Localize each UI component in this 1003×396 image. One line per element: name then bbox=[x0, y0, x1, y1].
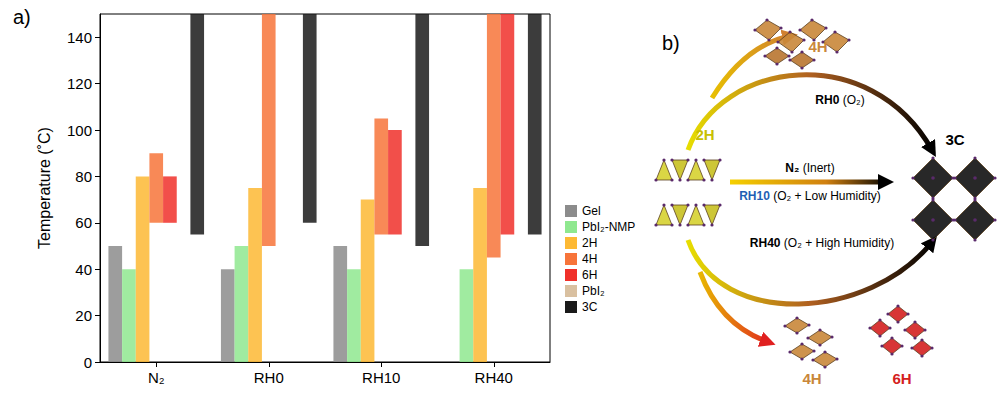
svg-text:N₂: N₂ bbox=[148, 369, 165, 386]
svg-text:6H: 6H bbox=[892, 370, 911, 387]
svg-text:140: 140 bbox=[67, 29, 92, 46]
svg-text:3C: 3C bbox=[945, 131, 964, 148]
svg-text:0: 0 bbox=[84, 354, 92, 371]
svg-text:PbI₂: PbI₂ bbox=[582, 284, 605, 298]
svg-text:a): a) bbox=[13, 6, 31, 28]
svg-text:RH40 (O₂ + High Humidity): RH40 (O₂ + High Humidity) bbox=[750, 236, 894, 250]
svg-text:40: 40 bbox=[75, 261, 92, 278]
svg-text:PbI₂-NMP: PbI₂-NMP bbox=[582, 220, 635, 234]
svg-text:RH10 (O₂ + Low Humidity): RH10 (O₂ + Low Humidity) bbox=[739, 189, 881, 203]
svg-text:RH10: RH10 bbox=[362, 369, 400, 386]
svg-text:120: 120 bbox=[67, 75, 92, 92]
svg-text:RH0: RH0 bbox=[254, 369, 284, 386]
svg-text:4H: 4H bbox=[582, 252, 597, 266]
svg-text:3C: 3C bbox=[582, 300, 598, 314]
svg-text:2H: 2H bbox=[582, 236, 597, 250]
svg-text:RH40: RH40 bbox=[475, 369, 513, 386]
svg-text:RH0 (O₂): RH0 (O₂) bbox=[815, 93, 864, 107]
svg-text:100: 100 bbox=[67, 122, 92, 139]
svg-text:b): b) bbox=[662, 32, 680, 54]
svg-text:Gel: Gel bbox=[582, 204, 601, 218]
svg-text:6H: 6H bbox=[582, 268, 597, 282]
svg-text:4H: 4H bbox=[802, 370, 821, 387]
svg-text:Temperature (˚C): Temperature (˚C) bbox=[36, 127, 53, 249]
svg-text:N₂ (Inert): N₂ (Inert) bbox=[785, 161, 834, 175]
svg-text:60: 60 bbox=[75, 214, 92, 231]
svg-text:80: 80 bbox=[75, 168, 92, 185]
svg-text:20: 20 bbox=[75, 307, 92, 324]
svg-text:2H: 2H bbox=[695, 126, 714, 143]
svg-text:4H: 4H bbox=[808, 38, 827, 55]
